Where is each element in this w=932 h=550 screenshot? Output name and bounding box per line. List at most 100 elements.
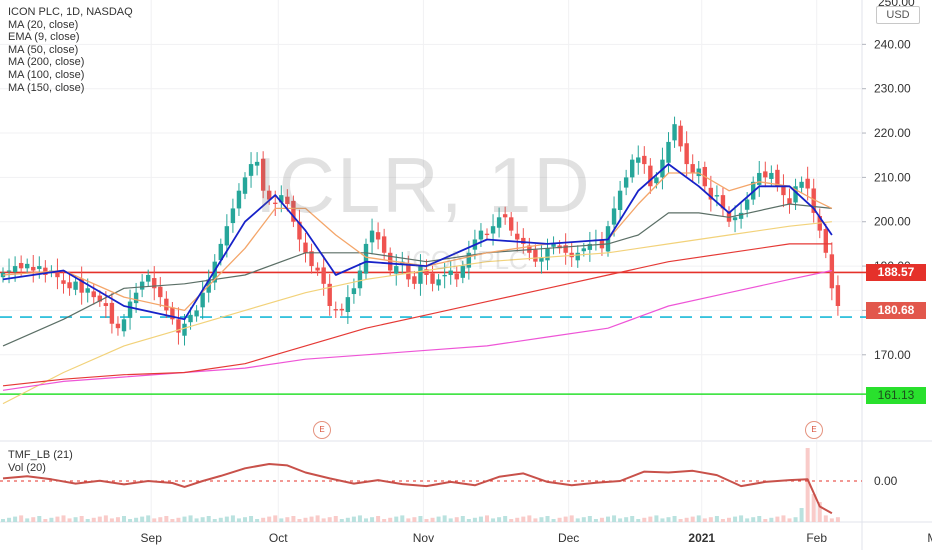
earnings-marker[interactable]: E [313, 421, 331, 439]
volume-bar [775, 516, 780, 522]
volume-bar [581, 517, 586, 522]
volume-bar [406, 518, 411, 522]
legend-indicator[interactable]: MA (100, close) [8, 68, 85, 81]
legend-title[interactable]: ICON PLC, 1D, NASDAQ [8, 6, 133, 18]
candle-body [551, 243, 556, 247]
volume-bar [73, 517, 78, 522]
volume-bar [515, 517, 520, 522]
volume-bar [745, 518, 750, 522]
legend-indicator[interactable]: EMA (9, close) [8, 31, 80, 44]
symbol-watermark: ICLR, 1D [255, 141, 592, 229]
volume-bar [624, 517, 629, 522]
candle-body [381, 236, 387, 253]
volume-bar [309, 516, 314, 522]
legend-indicator[interactable]: MA (50, close) [8, 43, 79, 56]
candle-body [515, 233, 520, 240]
volume-bar [448, 518, 453, 522]
volume-bar [321, 518, 326, 522]
legend-indicator[interactable]: MA (150, close) [8, 81, 85, 94]
candle-body [545, 248, 550, 261]
volume-bar [158, 517, 163, 522]
volume-bar [642, 517, 647, 522]
volume-bar [19, 515, 24, 522]
volume-bar [291, 516, 296, 522]
candle-body [121, 319, 127, 332]
candle-body [744, 199, 750, 210]
y-tick-label: 170.00 [874, 348, 911, 362]
legend-indicator[interactable]: Vol (20) [8, 462, 46, 474]
volume-bar [388, 517, 393, 522]
candle-body [158, 286, 163, 298]
candle-body [654, 177, 659, 184]
candle-body [73, 281, 78, 290]
volume-bar [727, 517, 731, 522]
volume-bar [97, 516, 102, 522]
candle-body [127, 301, 133, 318]
candle-body [478, 230, 484, 240]
volume-bar [533, 518, 538, 522]
x-tick-label: Oct [269, 531, 288, 545]
x-tick-label: Sep [141, 531, 163, 545]
volume-bar [351, 516, 356, 522]
candle-body [18, 262, 24, 269]
volume-bar [714, 516, 719, 522]
ema9-line [2, 163, 833, 321]
candle-body [442, 274, 447, 277]
candle-body [315, 267, 320, 271]
volume-bar [472, 517, 477, 522]
candle-body [539, 257, 544, 262]
candle-body [563, 245, 568, 253]
candle-body [188, 314, 193, 323]
volume-bar [55, 516, 60, 522]
volume-bar [805, 448, 810, 522]
volume-bar [702, 518, 707, 522]
candle-body [587, 243, 593, 250]
volume-bar [61, 515, 66, 522]
earnings-marker[interactable]: E [805, 421, 823, 439]
volume-bar [357, 515, 362, 522]
volume-bar [49, 517, 54, 522]
candle-body [170, 307, 175, 320]
ma100-line [2, 221, 832, 405]
volume-bar [236, 518, 241, 522]
candle-body [248, 164, 254, 176]
y-tick-label: 240.00 [874, 37, 911, 51]
candle-body [823, 229, 828, 253]
candle-body [260, 158, 266, 191]
candle-body [720, 195, 726, 209]
candle-body [617, 190, 623, 210]
volume-bar [134, 517, 139, 522]
candle-body [757, 172, 762, 185]
y-tick-label: 230.00 [874, 82, 911, 96]
volume-bar [370, 517, 375, 522]
volume-bar [140, 516, 145, 522]
candle-body [351, 288, 357, 295]
volume-bar [660, 518, 665, 522]
legend-indicator[interactable]: MA (200, close) [8, 56, 85, 69]
volume-bar [708, 517, 713, 522]
legend-indicator[interactable]: MA (20, close) [8, 18, 79, 31]
volume-bar [249, 516, 254, 522]
candle-body [115, 323, 121, 329]
volume-bar [37, 516, 42, 522]
volume-bar [212, 519, 217, 522]
candle-body [394, 266, 399, 274]
currency-button[interactable]: USD [876, 6, 920, 24]
candle-body [345, 297, 351, 312]
candle-body [182, 323, 187, 336]
candle-body [152, 278, 157, 289]
volume-bar [297, 519, 302, 522]
volume-bar [466, 519, 471, 522]
candle-body [388, 252, 393, 271]
candle-body [829, 254, 835, 289]
volume-bar [91, 517, 96, 522]
company-watermark: ICON PLC [405, 245, 528, 275]
candle-body [321, 267, 326, 284]
candle-body [466, 252, 472, 268]
candle-body [666, 141, 671, 163]
volume-bar [478, 516, 483, 522]
volume-bar [539, 517, 544, 522]
legend-indicator[interactable]: TMF_LB (21) [8, 449, 73, 461]
volume-bar [563, 516, 568, 522]
